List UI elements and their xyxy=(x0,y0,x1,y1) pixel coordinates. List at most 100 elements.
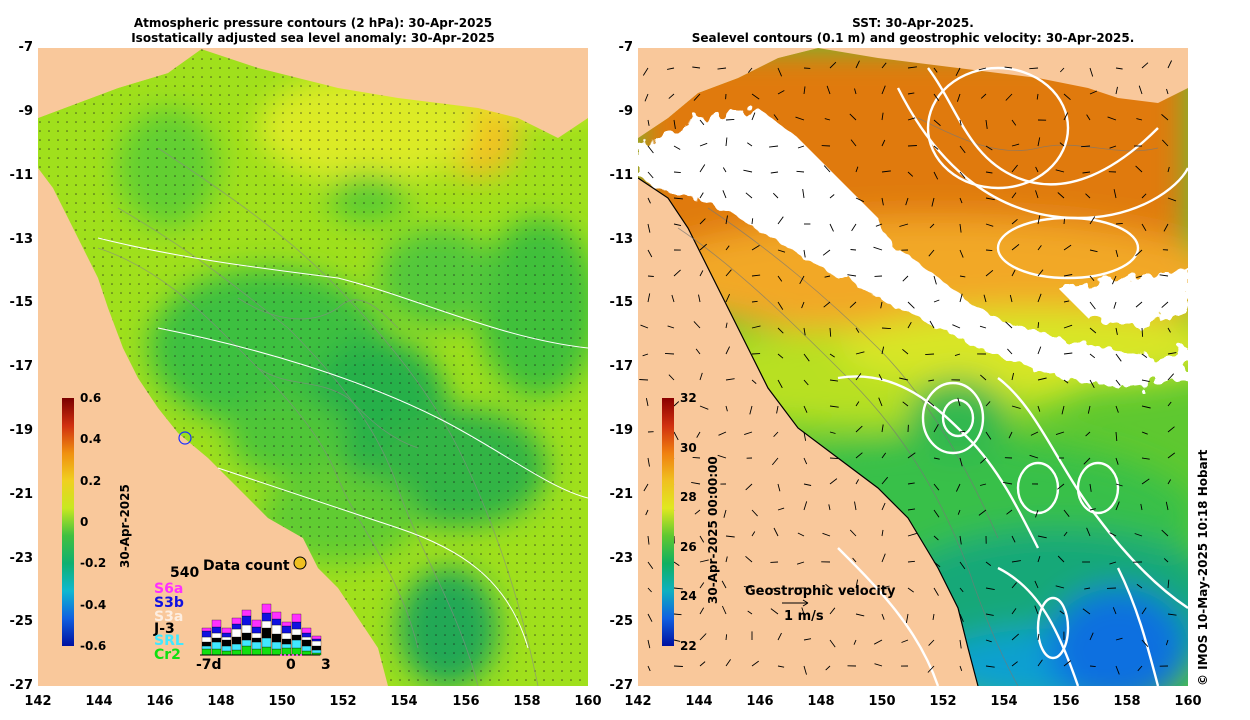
velocity-arrow xyxy=(1011,560,1021,563)
velocity-arrow xyxy=(850,139,857,147)
velocity-arrow xyxy=(1003,481,1013,485)
velocity-arrow xyxy=(1057,192,1065,199)
velocity-arrow xyxy=(796,170,805,173)
velocity-arrow xyxy=(1034,605,1039,615)
velocity-arrow xyxy=(855,373,862,381)
velocity-arrow xyxy=(852,557,857,563)
velocity-arrow xyxy=(647,275,654,277)
velocity-arrow xyxy=(959,665,963,671)
velocity-arrow xyxy=(855,166,859,173)
velocity-arrow xyxy=(881,139,886,147)
velocity-arrow xyxy=(878,397,883,407)
velocity-arrow xyxy=(1089,483,1092,492)
velocity-arrow xyxy=(907,301,915,309)
velocity-arrow xyxy=(1005,93,1013,101)
velocity-arrow xyxy=(692,66,701,69)
velocity-arrow xyxy=(829,353,835,358)
velocity-arrow xyxy=(1063,300,1070,303)
velocity-arrow xyxy=(854,88,857,95)
velocity-arrow xyxy=(717,67,727,70)
velocity-arrow xyxy=(1109,145,1117,149)
velocity-arrow xyxy=(1107,116,1117,121)
data-count-bar-segment xyxy=(231,628,242,638)
velocity-arrow xyxy=(829,327,832,337)
velocity-arrow xyxy=(1037,377,1047,381)
velocity-arrow xyxy=(668,374,675,381)
velocity-arrow xyxy=(1011,608,1017,615)
velocity-arrow xyxy=(673,171,681,174)
velocity-arrow xyxy=(797,145,805,149)
lat-tick: -27 xyxy=(9,678,34,693)
lat-tick: -25 xyxy=(9,614,34,629)
velocity-arrow xyxy=(667,67,675,70)
velocity-arrow xyxy=(1011,143,1020,147)
data-count-bar-segment xyxy=(241,639,252,647)
lat-tick: -23 xyxy=(9,551,34,566)
velocity-arrow xyxy=(855,60,860,69)
data-count-bar-segment xyxy=(271,624,282,635)
velocity-arrow xyxy=(721,580,727,589)
cape-york-north xyxy=(638,48,818,138)
velocity-arrow xyxy=(1057,483,1065,490)
lon-tick: 144 xyxy=(685,694,713,709)
velocity-arrow xyxy=(1113,189,1117,199)
velocity-arrow xyxy=(1135,249,1143,257)
left-title-line1: Atmospheric pressure contours (2 hPa): 3… xyxy=(133,16,493,30)
velocity-arrow xyxy=(1085,431,1091,437)
velocity-arrow xyxy=(985,223,994,227)
left-title: Atmospheric pressure contours (2 hPa): 3… xyxy=(38,16,588,46)
velocity-arrow xyxy=(959,197,963,204)
velocity-arrow xyxy=(751,218,754,225)
velocity-arrow xyxy=(1061,405,1065,415)
right-title: SST: 30-Apr-2025. Sealevel contours (0.1… xyxy=(638,16,1188,46)
velocity-arrow xyxy=(673,665,683,667)
velocity-arrow xyxy=(699,142,708,147)
sla-cbar-tick: -0.6 xyxy=(80,639,107,653)
velocity-arrow xyxy=(1141,457,1150,460)
sla-cbar-title: 30-Apr-2025 xyxy=(118,484,132,568)
velocity-arrow xyxy=(743,169,753,173)
velocity-arrow xyxy=(647,587,652,593)
velocity-arrow xyxy=(796,561,805,565)
lat-tick: -9 xyxy=(18,104,33,119)
velocity-arrow xyxy=(699,119,705,126)
velocity-arrow xyxy=(855,351,865,355)
velocity-arrow xyxy=(849,113,857,121)
velocity-arrow xyxy=(647,535,650,545)
velocity-arrow xyxy=(1059,610,1065,615)
velocity-arrow xyxy=(770,171,779,174)
sst-cbar-tick: 32 xyxy=(680,391,697,405)
data-count-title: Data count xyxy=(203,559,290,574)
velocity-arrow xyxy=(1089,632,1094,641)
velocity-arrow xyxy=(1006,509,1013,515)
velocity-arrow xyxy=(850,249,857,251)
left-title-line2: Isostatically adjusted sea level anomaly… xyxy=(131,31,495,45)
velocity-arrow xyxy=(855,401,860,407)
velocity-arrow xyxy=(1063,93,1071,101)
velocity-arrow xyxy=(1141,193,1147,199)
velocity-arrow xyxy=(1137,665,1143,672)
velocity-arrow xyxy=(803,86,806,95)
velocity-arrow xyxy=(933,483,940,491)
velocity-arrow xyxy=(1136,275,1143,279)
velocity-arrow xyxy=(1115,405,1119,413)
png-landmass xyxy=(818,48,1188,103)
sat-label-s6a: S6a xyxy=(154,581,184,597)
velocity-arrow xyxy=(668,93,675,99)
velocity-arrow xyxy=(1089,508,1096,511)
velocity-arrow xyxy=(979,483,987,486)
velocity-arrow xyxy=(1134,533,1143,537)
lon-tick: 156 xyxy=(1052,694,1080,709)
velocity-arrow xyxy=(929,223,935,229)
velocity-arrow xyxy=(959,639,962,649)
lat-tick: -11 xyxy=(9,168,34,183)
velocity-arrow xyxy=(952,324,961,329)
velocity-arrow xyxy=(699,270,704,277)
velocity-arrow xyxy=(881,327,891,330)
velocity-arrow xyxy=(1115,637,1123,641)
velocity-arrow xyxy=(1011,119,1017,126)
velocity-arrow xyxy=(1082,608,1091,615)
velocity-arrow xyxy=(1035,190,1039,199)
velocity-arrow xyxy=(959,430,966,433)
velocity-arrow xyxy=(1159,274,1169,277)
